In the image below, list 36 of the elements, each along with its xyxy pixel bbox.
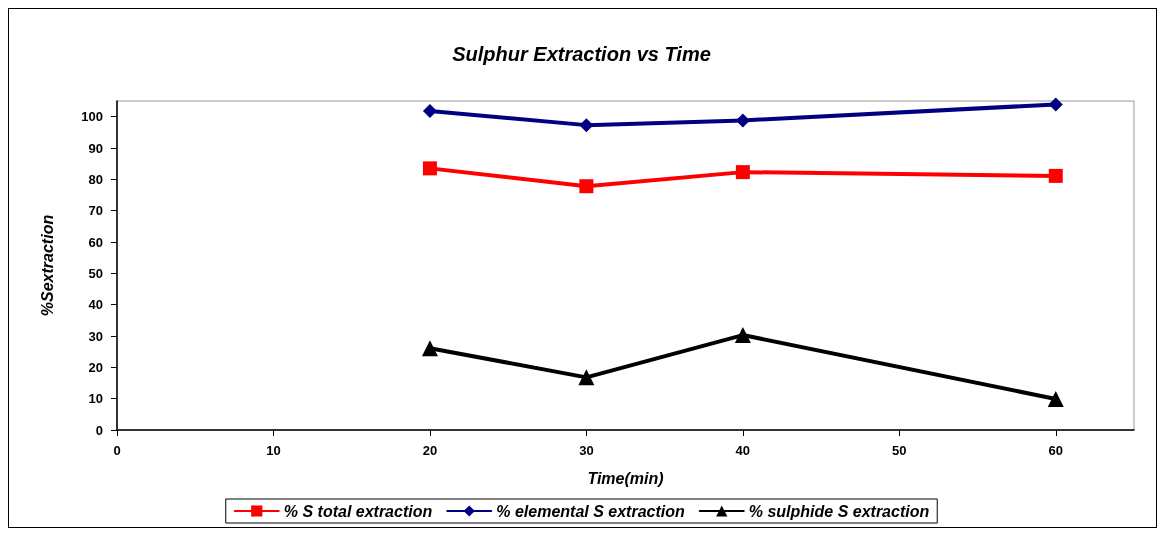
x-tick-label: 20 — [422, 443, 438, 458]
point — [735, 165, 750, 180]
y-tick-label: 80 — [88, 171, 103, 187]
y-tick-label: 20 — [88, 359, 103, 375]
y-tick-label: 10 — [88, 391, 103, 407]
legend-label: % S total extraction — [283, 502, 433, 520]
x-axis-title: Time(min) — [587, 469, 664, 487]
y-axis-title: %Sextraction — [38, 214, 56, 317]
x-tick-label: 30 — [579, 443, 594, 458]
point — [1048, 168, 1063, 183]
y-tick-label: 60 — [88, 234, 103, 250]
legend-label: % sulphide S extraction — [748, 502, 930, 520]
point — [421, 340, 438, 357]
x-tick-label: 10 — [266, 443, 281, 458]
x-tick-label: 60 — [1048, 443, 1063, 458]
y-tick-label: 30 — [88, 328, 103, 344]
point — [735, 113, 750, 128]
y-tick-label: 70 — [88, 203, 103, 219]
point — [734, 327, 751, 344]
y-tick-label: 50 — [88, 265, 103, 281]
point — [578, 369, 595, 386]
point — [1048, 97, 1063, 112]
x-tick-label: 40 — [735, 443, 751, 458]
y-tick-label: 0 — [95, 422, 103, 438]
point — [422, 104, 437, 119]
y-tick-label: 100 — [81, 109, 103, 125]
y-tick-label: 90 — [88, 140, 103, 156]
point — [1047, 390, 1064, 407]
chart-title: Sulphur Extraction vs Time — [452, 43, 711, 65]
point — [579, 179, 594, 194]
x-tick-label: 0 — [113, 443, 121, 458]
x-tick-label: 50 — [892, 443, 907, 458]
y-tick-label: 40 — [88, 297, 103, 313]
point — [579, 118, 594, 133]
point — [422, 161, 437, 176]
legend-label: % elemental S extraction — [496, 502, 685, 520]
